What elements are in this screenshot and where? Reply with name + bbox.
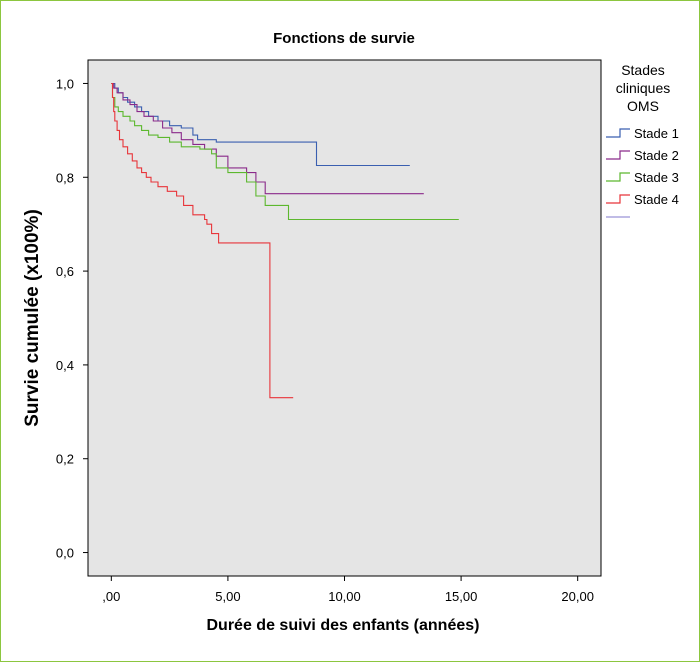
- x-tick-label: 5,00: [215, 589, 240, 604]
- y-tick-label: 0,4: [56, 358, 74, 373]
- y-tick-label: 0,0: [56, 546, 74, 561]
- legend-label: Stade 1: [634, 126, 679, 141]
- legend-title-line-1: Stades: [621, 62, 665, 78]
- y-tick-label: 0,2: [56, 452, 74, 467]
- series-lines: [111, 82, 459, 399]
- y-tick-label: 1,0: [56, 76, 74, 91]
- x-axis-ticks: ,00 5,00 10,00 15,00 20,00: [102, 576, 594, 604]
- legend-title-line-3: OMS: [627, 98, 659, 114]
- legend-items: Stade 1 Stade 2 Stade 3 Stade 4: [606, 126, 679, 218]
- legend-swatch: [606, 172, 630, 182]
- series-line-stade-3: [111, 82, 459, 221]
- legend-title-line-2: cliniques: [616, 80, 670, 96]
- legend-label: Stade 3: [634, 170, 679, 185]
- x-tick-label: ,00: [102, 589, 120, 604]
- chart-title: Fonctions de survie: [273, 30, 415, 47]
- legend-swatch: [606, 194, 630, 204]
- plot-area: [87, 59, 602, 577]
- series-line-stade-2: [111, 82, 424, 195]
- legend-label: Stade 4: [634, 192, 679, 207]
- x-tick-label: 15,00: [445, 589, 478, 604]
- x-tick-label: 10,00: [328, 589, 361, 604]
- y-axis-title: Survie cumulée (x100%): [22, 209, 43, 427]
- legend-swatch: [606, 128, 630, 138]
- x-tick-label: 20,00: [561, 589, 594, 604]
- y-tick-label: 0,8: [56, 170, 74, 185]
- legend-label: Stade 2: [634, 148, 679, 163]
- y-axis-ticks: 0,0 0,2 0,4 0,6 0,8 1,0: [56, 76, 88, 561]
- y-tick-label: 0,6: [56, 264, 74, 279]
- series-line-stade-4: [111, 82, 294, 399]
- x-axis-title: Durée de suivi des enfants (années): [207, 617, 480, 634]
- legend-swatch: [606, 150, 630, 160]
